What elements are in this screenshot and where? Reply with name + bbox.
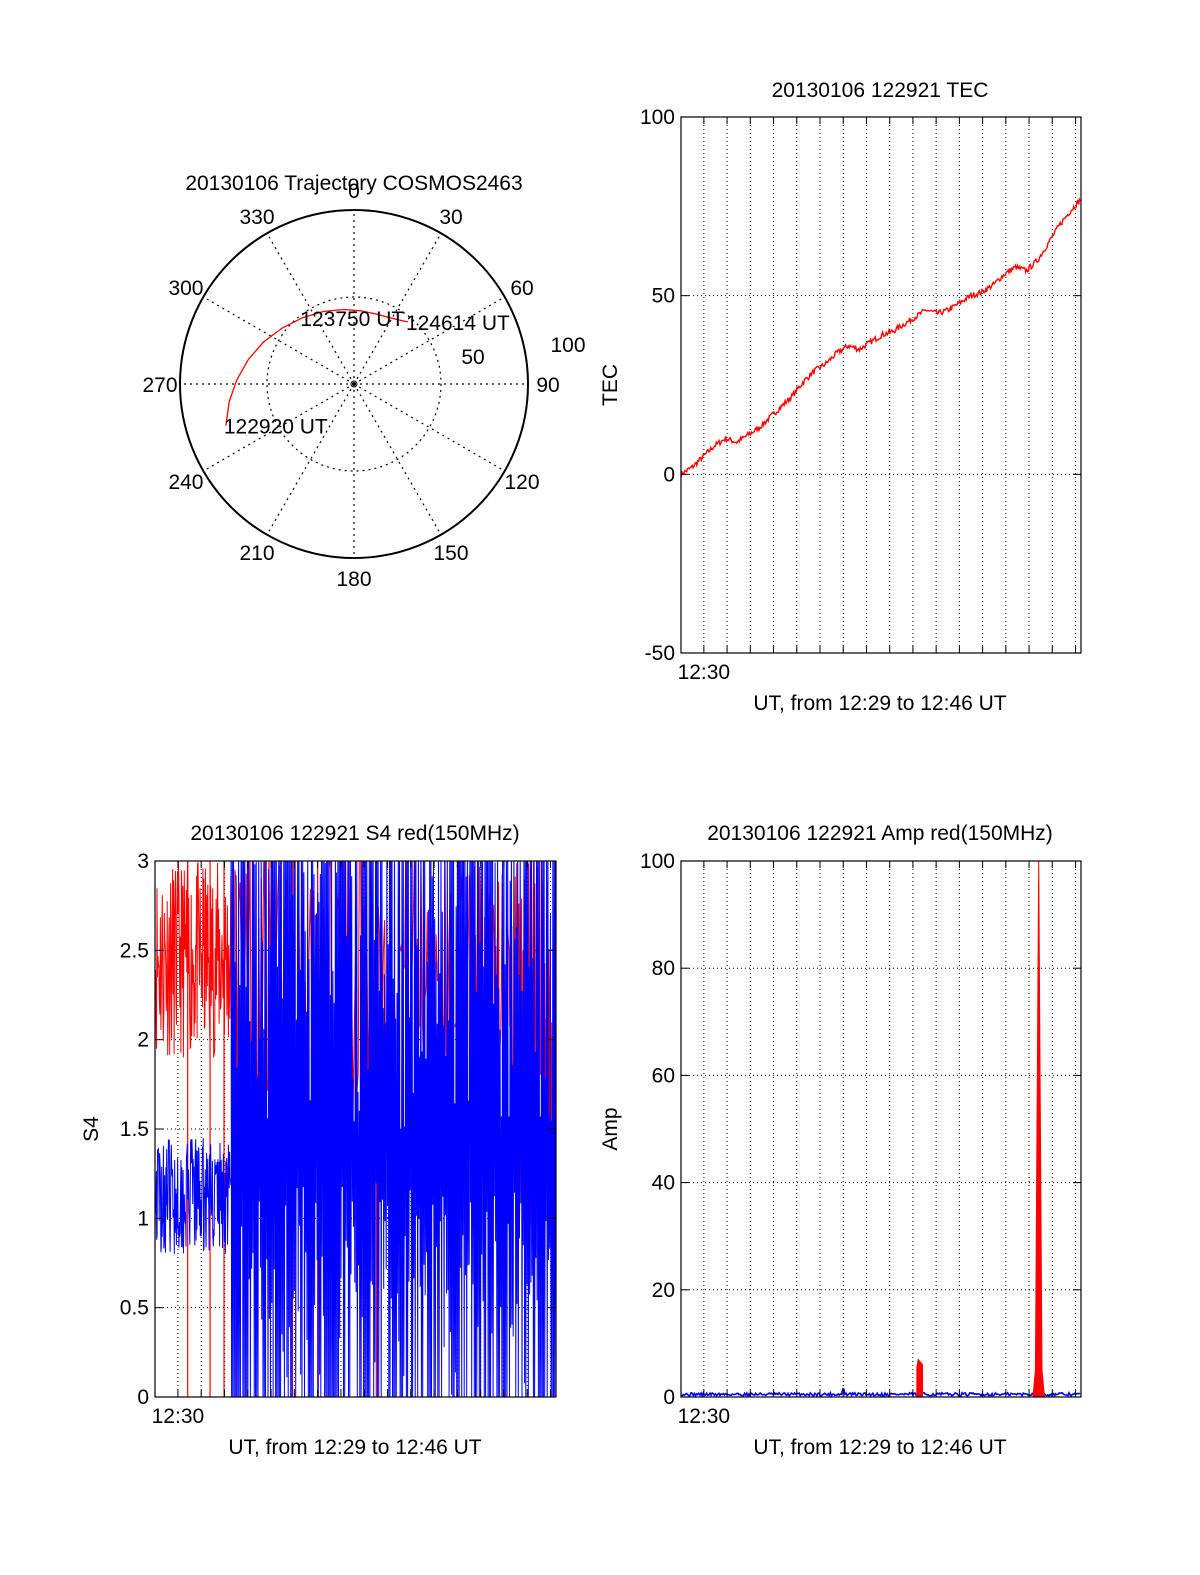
polar-center — [350, 380, 358, 388]
polar-angle-label: 150 — [433, 542, 468, 565]
polar-spoke — [353, 383, 505, 472]
s4-traces — [155, 861, 556, 1397]
polar-radius-label: 100 — [550, 334, 585, 357]
trajectory-annotations: 122920 UT 123750 UT 124614 UT — [224, 308, 510, 439]
polar-angle-label: 210 — [239, 542, 274, 565]
polar-spoke — [353, 233, 442, 385]
s4-series — [155, 861, 556, 1397]
polar-outer-circle — [179, 209, 529, 559]
polar-angle-label: 180 — [336, 568, 371, 591]
amp-ticks: 0 20 40 60 80 100 12:30 — [640, 850, 1081, 1428]
y-axis-label: TEC — [599, 364, 622, 406]
tec-chart: 20130106 122921 TEC -50 0 50 100 12:30 UT, f… — [599, 79, 1082, 715]
y-tick-label: 1.5 — [120, 1118, 149, 1141]
trajectory-line — [225, 308, 409, 426]
polar-angle-label: 30 — [439, 206, 462, 229]
s4-blue-trace — [230, 861, 556, 1397]
s4-red-trace — [155, 861, 233, 1058]
y-tick-label: 50 — [652, 285, 675, 308]
polar-angle-label: 90 — [536, 374, 559, 397]
y-axis-label: Amp — [599, 1107, 622, 1150]
y-tick-label: 100 — [640, 850, 675, 873]
y-tick-label: 0 — [663, 463, 675, 486]
polar-angle-labels: 0 30 60 90 120 150 180 210 240 270 300 330 — [142, 180, 559, 591]
y-tick-label: -50 — [645, 642, 675, 665]
y-tick-label: 2.5 — [120, 939, 149, 962]
tec-line — [680, 197, 1081, 478]
polar-angle-label: 240 — [168, 471, 203, 494]
y-tick-label: 1 — [137, 1207, 149, 1230]
x-axis-label: UT, from 12:29 to 12:46 UT — [228, 1436, 481, 1459]
polar-spoke — [203, 383, 355, 472]
polar-spoke — [353, 296, 505, 385]
plot-frame — [680, 116, 1082, 654]
chart-title: 20130106 Trajectory COSMOS2463 — [185, 172, 522, 195]
polar-angle-label: 330 — [239, 206, 274, 229]
s4-blue-trace — [155, 1138, 232, 1255]
polar-spoke — [353, 383, 442, 535]
y-tick-label: 60 — [652, 1064, 675, 1087]
polar-angle-label: 0 — [348, 180, 360, 203]
x-axis-label: UT, from 12:29 to 12:46 UT — [753, 692, 1006, 715]
polar-spoke — [203, 296, 355, 385]
polar-angle-label: 300 — [168, 277, 203, 300]
trajectory-time-label: 122920 UT — [224, 416, 328, 439]
tec-ticks: -50 0 50 100 12:30 — [640, 106, 1081, 684]
polar-radius-labels: 50 100 — [461, 334, 585, 369]
polar-grid — [180, 210, 528, 558]
amp-blue-baseline — [680, 1388, 1081, 1398]
y-tick-label: 40 — [652, 1172, 675, 1195]
y-tick-label: 2 — [137, 1029, 149, 1052]
y-tick-label: 0 — [137, 1386, 149, 1409]
polar-ring — [266, 296, 442, 472]
chart-title: 20130106 122921 Amp red(150MHz) — [707, 822, 1053, 845]
plot-frame — [680, 860, 1082, 1398]
trajectory-polar-chart: 20130106 Trajectory COSMOS2463 0 30 60 90 12… — [142, 172, 585, 591]
tec-series — [680, 197, 1081, 478]
y-tick-label: 20 — [652, 1279, 675, 1302]
amp-chart: 20130106 122921 Amp red(150MHz) 0 20 40 60 8… — [599, 822, 1082, 1459]
y-axis-label: S4 — [80, 1116, 103, 1142]
amp-red-peak — [916, 1358, 924, 1398]
polar-spoke — [266, 383, 355, 535]
trajectory-time-label: 124614 UT — [406, 312, 510, 335]
s4-chart: 20130106 122921 S4 red(150MHz) 0 0.5 1 1.5 2… — [80, 822, 557, 1459]
trajectory-series — [225, 308, 409, 426]
polar-radius-label: 50 — [461, 346, 484, 369]
polar-angle-label: 120 — [504, 471, 539, 494]
s4-ticks: 0 0.5 1 1.5 2 2.5 3 12:30 — [120, 850, 556, 1428]
tec-grid — [681, 117, 1081, 653]
x-axis-label: UT, from 12:29 to 12:46 UT — [753, 1436, 1006, 1459]
y-tick-label: 100 — [640, 106, 675, 129]
amp-grid — [681, 861, 1081, 1397]
y-tick-label: 0 — [663, 1386, 675, 1409]
x-tick-label: 12:30 — [152, 1405, 205, 1428]
chart-title: 20130106 122921 S4 red(150MHz) — [190, 822, 519, 845]
chart-title: 20130106 122921 TEC — [772, 79, 989, 102]
polar-spoke — [266, 233, 355, 385]
amp-series — [680, 860, 1081, 1398]
polar-angle-label: 270 — [142, 374, 177, 397]
y-tick-label: 80 — [652, 957, 675, 980]
x-tick-label: 12:30 — [678, 661, 731, 684]
y-tick-label: 0.5 — [120, 1297, 149, 1320]
amp-red-peak — [1032, 860, 1046, 1398]
trajectory-time-label: 123750 UT — [300, 308, 404, 331]
y-tick-label: 3 — [137, 850, 149, 873]
x-tick-label: 12:30 — [678, 1405, 731, 1428]
polar-angle-label: 60 — [510, 277, 533, 300]
